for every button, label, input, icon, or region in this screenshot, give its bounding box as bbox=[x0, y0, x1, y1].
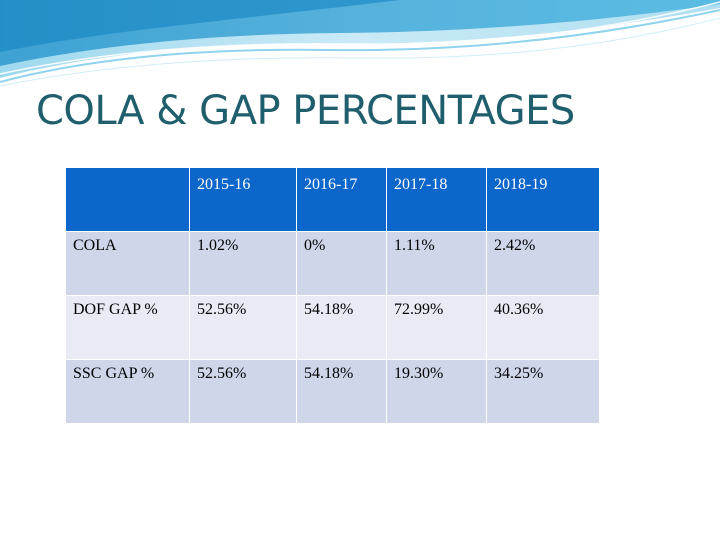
header-wave-decoration bbox=[0, 0, 720, 87]
table-row-ssc-gap: SSC GAP % 52.56% 54.18% 19.30% 34.25% bbox=[65, 359, 600, 424]
row-label: COLA bbox=[65, 231, 190, 296]
table-cell: 54.18% bbox=[296, 359, 387, 424]
header-cell-2018-19: 2018-19 bbox=[486, 167, 600, 232]
header-cell-2017-18: 2017-18 bbox=[386, 167, 487, 232]
table-cell: 1.02% bbox=[189, 231, 297, 296]
slide-title: COLA & GAP PERCENTAGES bbox=[36, 88, 575, 134]
table-row-dof-gap: DOF GAP % 52.56% 54.18% 72.99% 40.36% bbox=[65, 295, 600, 360]
table-cell: 40.36% bbox=[486, 295, 600, 360]
percentages-table: 2015-16 2016-17 2017-18 2018-19 COLA 1.0… bbox=[65, 167, 600, 424]
header-cell-2015-16: 2015-16 bbox=[189, 167, 297, 232]
table-cell: 1.11% bbox=[386, 231, 487, 296]
table-cell: 72.99% bbox=[386, 295, 487, 360]
header-cell-2016-17: 2016-17 bbox=[296, 167, 387, 232]
table-cell: 52.56% bbox=[189, 359, 297, 424]
table-row-cola: COLA 1.02% 0% 1.11% 2.42% bbox=[65, 231, 600, 296]
row-label: DOF GAP % bbox=[65, 295, 190, 360]
table-header-row: 2015-16 2016-17 2017-18 2018-19 bbox=[65, 167, 600, 232]
table-cell: 54.18% bbox=[296, 295, 387, 360]
table-cell: 34.25% bbox=[486, 359, 600, 424]
row-label: SSC GAP % bbox=[65, 359, 190, 424]
header-cell-empty bbox=[65, 167, 190, 232]
table-cell: 52.56% bbox=[189, 295, 297, 360]
table-cell: 19.30% bbox=[386, 359, 487, 424]
table-cell: 2.42% bbox=[486, 231, 600, 296]
table-cell: 0% bbox=[296, 231, 387, 296]
